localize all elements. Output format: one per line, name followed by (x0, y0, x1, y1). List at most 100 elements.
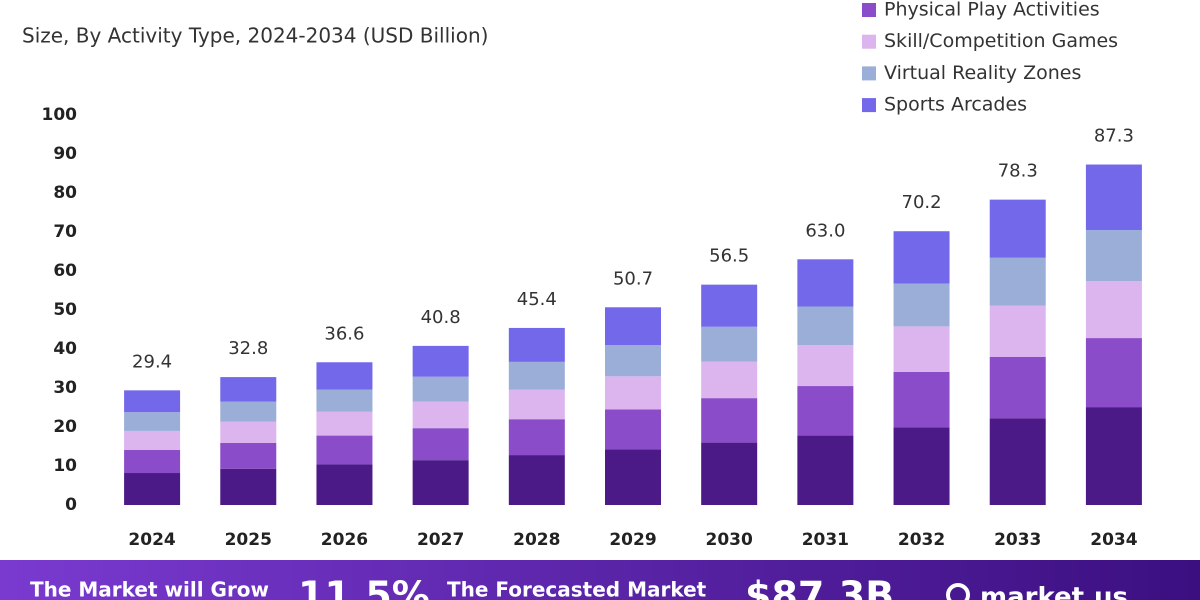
y-tick-label: 50 (53, 300, 77, 320)
bar-segment (701, 361, 758, 399)
y-tick-label: 20 (53, 417, 77, 437)
bar-segment (605, 449, 661, 505)
bar-segment (124, 450, 181, 474)
footer-forecast-text: The Forecasted Market (447, 578, 707, 600)
bar-segment (412, 460, 469, 505)
bar-segment (1085, 281, 1142, 339)
total-label: 29.4 (132, 351, 172, 372)
bar-segment (893, 427, 950, 505)
footer-forecast-value: $87.3B (745, 574, 894, 600)
y-tick-label: 0 (65, 495, 77, 515)
bar-segment (124, 412, 181, 431)
y-tick-label: 60 (53, 261, 77, 281)
x-tick-label: 2032 (898, 530, 945, 550)
y-tick-label: 100 (42, 105, 78, 125)
bar-segment (220, 421, 277, 443)
y-tick-label: 80 (53, 183, 77, 203)
x-tick-label: 2033 (994, 530, 1041, 550)
legend-swatch (862, 3, 876, 17)
bar-segment (797, 306, 854, 346)
total-label: 78.3 (998, 161, 1038, 182)
bar-segment (605, 376, 661, 410)
legend-swatch (862, 34, 876, 49)
bar-segment (412, 345, 469, 377)
total-label: 32.8 (228, 338, 268, 359)
x-tick-label: 2024 (128, 530, 175, 550)
bar-segment (893, 372, 950, 428)
total-label: 40.8 (421, 307, 461, 328)
bar-segment (989, 199, 1046, 258)
bar-segment (797, 386, 854, 436)
legend-swatch (862, 98, 876, 113)
bar-segment (124, 473, 181, 505)
legend-label: Sports Arcades (884, 94, 1027, 116)
bar-segment (508, 455, 565, 505)
bar-segment (701, 442, 758, 505)
x-tick-label: 2027 (417, 530, 464, 550)
legend-swatch (862, 66, 876, 81)
bar-segment (893, 326, 950, 373)
x-tick-label: 2028 (513, 530, 560, 550)
bar-segment (220, 377, 277, 402)
y-tick-label: 40 (53, 339, 77, 359)
bar-segment (508, 419, 565, 456)
bar-segment (1085, 230, 1142, 282)
bar-segment (797, 345, 854, 387)
bar-segment (797, 435, 854, 505)
bar-segment (220, 468, 277, 505)
bar-segment (316, 389, 373, 412)
bar-segment (316, 411, 373, 436)
total-label: 70.2 (902, 192, 942, 213)
bar-segment (508, 389, 565, 420)
bar-segment (701, 326, 758, 362)
total-label: 63.0 (805, 220, 845, 241)
chart-subtitle: Size, By Activity Type, 2024-2034 (USD B… (22, 24, 488, 48)
bar-segment (1085, 407, 1142, 505)
total-label: 87.3 (1094, 126, 1134, 147)
total-label: 50.7 (613, 268, 653, 289)
bar-segment (989, 418, 1046, 505)
bar-segment (412, 401, 469, 429)
footer-growth-value: 11.5% (298, 574, 430, 600)
bar-segment (124, 390, 181, 413)
bar-segment (605, 307, 661, 346)
bar-segment (1085, 164, 1142, 231)
bar-segment (989, 257, 1046, 306)
y-tick-label: 10 (53, 456, 77, 476)
legend-label: Physical Play Activities (884, 0, 1100, 21)
bar-segment (989, 356, 1046, 419)
x-tick-label: 2031 (802, 530, 849, 550)
bar-segment (412, 376, 469, 402)
bar-segment (701, 398, 758, 443)
y-tick-label: 70 (53, 222, 77, 242)
footer-band (0, 560, 1200, 600)
bar-segment (605, 409, 661, 450)
bar-segment (508, 361, 565, 390)
y-tick-label: 90 (53, 144, 77, 164)
bar-segment (605, 345, 661, 377)
bar-segment (220, 442, 277, 469)
x-tick-label: 2029 (609, 530, 656, 550)
x-tick-label: 2034 (1090, 530, 1137, 550)
bar-segment (220, 401, 277, 422)
bar-segment (412, 428, 469, 461)
x-tick-label: 2030 (706, 530, 753, 550)
bar-segment (508, 327, 565, 362)
x-tick-label: 2025 (225, 530, 272, 550)
footer-growth-text: The Market will Grow (30, 578, 269, 600)
bar-segment (701, 284, 758, 327)
total-label: 45.4 (517, 289, 557, 310)
bar-segment (1085, 338, 1142, 408)
brand-logo (946, 583, 970, 600)
total-label: 56.5 (709, 246, 749, 267)
bar-segment (316, 464, 373, 505)
footer-brand: market.us (980, 583, 1128, 600)
bar-segment (797, 259, 854, 307)
bar-segment (316, 435, 373, 465)
bar-segment (124, 430, 181, 451)
total-label: 36.6 (324, 323, 364, 344)
legend-label: Skill/Competition Games (884, 30, 1118, 52)
y-tick-label: 30 (53, 378, 77, 398)
bar-segment (989, 305, 1046, 357)
